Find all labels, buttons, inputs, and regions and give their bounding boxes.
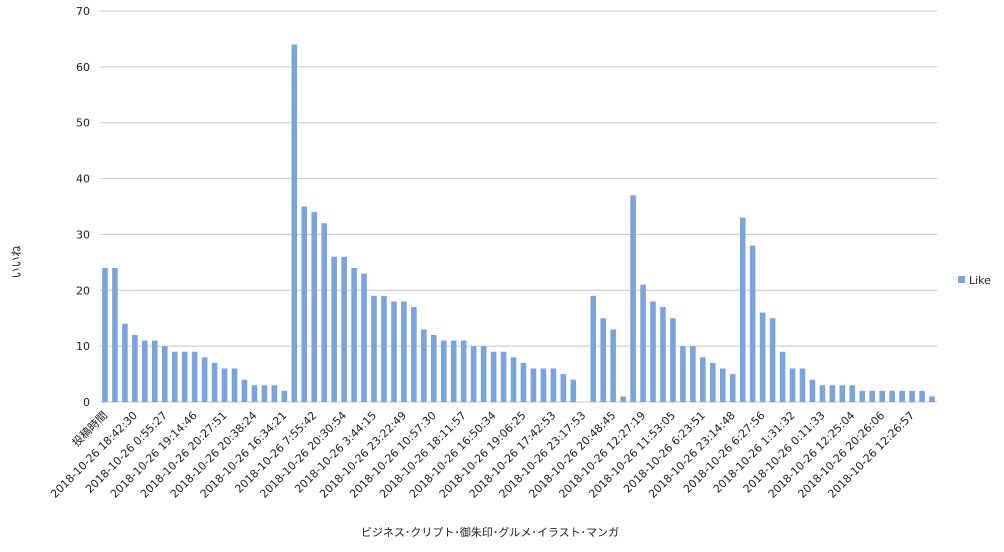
bar (610, 329, 616, 402)
y-tick-label: 20 (76, 284, 90, 297)
bar (251, 385, 258, 402)
bar (530, 368, 537, 402)
x-axis-title: ビジネス･クリプト･御朱印･グルメ･イラスト･マンガ (361, 525, 619, 539)
bar (171, 351, 178, 402)
bar (132, 334, 138, 402)
bar (680, 346, 686, 402)
bar (700, 357, 706, 402)
bar (112, 267, 118, 402)
bar (421, 329, 427, 402)
bar (142, 340, 148, 402)
bar (361, 273, 367, 402)
y-axis-title: いいね (10, 246, 23, 279)
bar (869, 390, 876, 402)
bar (490, 351, 497, 402)
bar (690, 346, 696, 402)
bar (341, 256, 347, 402)
bar (630, 195, 636, 402)
bar (779, 351, 786, 402)
bar (480, 346, 487, 402)
bar (739, 217, 746, 402)
bar (839, 385, 846, 402)
bar (929, 396, 935, 402)
bar (889, 390, 895, 402)
bar (789, 368, 796, 402)
bar (520, 362, 527, 402)
bar (759, 312, 766, 402)
bar (769, 318, 776, 402)
bar (550, 368, 557, 402)
bar (640, 284, 646, 402)
bar (440, 340, 447, 402)
bar (570, 379, 577, 402)
bar (500, 351, 507, 402)
bar (729, 374, 736, 402)
bar (311, 212, 318, 402)
bar (411, 307, 417, 402)
bar (391, 301, 397, 402)
bar (241, 379, 248, 402)
bar (560, 374, 567, 402)
y-tick-label: 40 (76, 173, 90, 186)
y-tick-label: 10 (76, 340, 90, 353)
bar (281, 390, 288, 402)
bar (321, 223, 327, 402)
bar (161, 346, 168, 402)
bar (719, 368, 726, 402)
bar (401, 301, 407, 402)
bar (859, 390, 866, 402)
bar (670, 318, 676, 402)
bar (919, 390, 925, 402)
bar (102, 267, 108, 402)
bar (371, 295, 377, 402)
bar (879, 390, 885, 402)
bar (899, 390, 905, 402)
bar (809, 379, 816, 402)
y-tick-label: 50 (76, 117, 90, 130)
bar (450, 340, 457, 402)
bar (122, 323, 128, 402)
bar (460, 340, 467, 402)
bar (152, 340, 158, 402)
legend-label: Like (969, 274, 991, 287)
bar (590, 295, 597, 402)
bar (799, 368, 806, 402)
bar (231, 368, 238, 402)
y-tick-label: 70 (76, 5, 90, 18)
bar (301, 206, 308, 402)
bar (261, 385, 268, 402)
bar (710, 362, 716, 402)
legend-swatch (958, 276, 965, 283)
bar (201, 357, 208, 402)
y-tick-label: 0 (83, 396, 90, 409)
y-tick-label: 60 (76, 61, 90, 74)
bar (620, 396, 626, 402)
bar (191, 351, 198, 402)
bar (470, 346, 477, 402)
bar (749, 245, 756, 402)
bar (819, 385, 826, 402)
bar (829, 385, 836, 402)
bar (660, 307, 666, 402)
bar (650, 301, 656, 402)
bar (181, 351, 188, 402)
bar (211, 362, 218, 402)
bar (540, 368, 547, 402)
bar (431, 334, 437, 402)
bar (271, 385, 278, 402)
bar (909, 390, 915, 402)
bar (351, 267, 357, 402)
bar (510, 357, 517, 402)
bar (600, 318, 606, 402)
bar (291, 44, 298, 403)
bar (381, 295, 387, 402)
bar (849, 385, 856, 402)
bar (331, 256, 337, 402)
y-tick-label: 30 (76, 228, 90, 241)
bar (221, 368, 228, 402)
